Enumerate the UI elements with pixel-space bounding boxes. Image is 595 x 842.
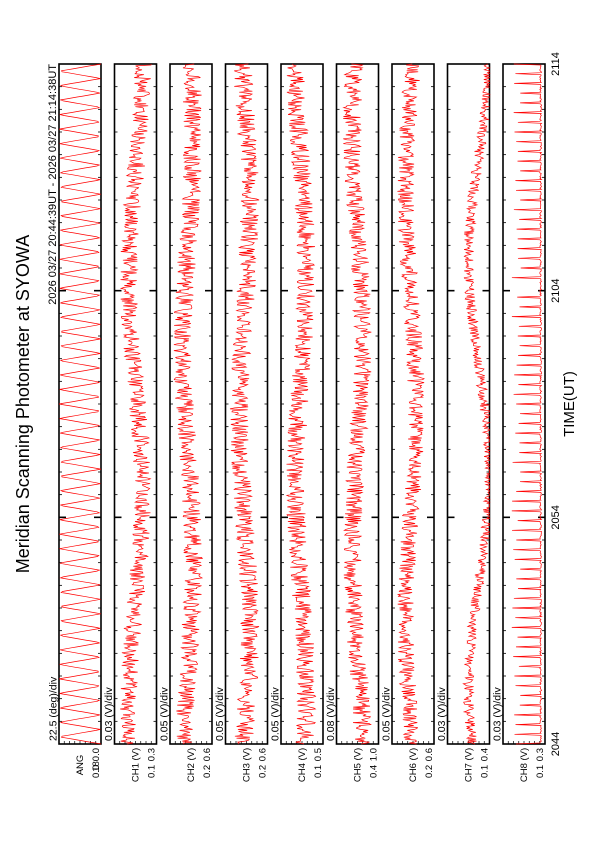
panel-frame xyxy=(224,63,269,745)
panel-top-value: 0.6 xyxy=(202,748,213,761)
series-line-1 xyxy=(58,63,102,745)
panel-bottom-value: 0.2 xyxy=(424,765,435,778)
panel-top-value: 180.0 xyxy=(91,748,102,772)
panel-9: 0.3 CH8 (V) 0.1 0.03 (V)/div xyxy=(492,63,546,782)
panel-scale-label: 0.05 (V)/div xyxy=(270,687,282,741)
panel-bottom-value: 0.2 xyxy=(202,765,213,778)
panel-channel-label: CH4 (V) xyxy=(297,748,308,782)
panel-8: 0.4 CH7 (V) 0.1 0.03 (V)/div xyxy=(436,63,491,782)
panel-3: 0.6 CH2 (V) 0.2 0.05 (V)/div xyxy=(159,63,213,782)
panel-scale-label: 0.03 (V)/div xyxy=(103,687,115,741)
panel-bottom-value: 0.1 xyxy=(313,765,324,778)
series-line-5 xyxy=(285,63,317,745)
panel-1: 180.0 ANG 0.0 22.5 (deg)/div xyxy=(48,63,102,778)
x-axis-title: TIME(UT) xyxy=(561,371,578,437)
panel-top-value: 0.3 xyxy=(147,748,158,761)
panel-scale-label: 0.03 (V)/div xyxy=(492,687,504,741)
series-line-2 xyxy=(119,63,152,745)
panel-7: 0.6 CH6 (V) 0.2 0.05 (V)/div xyxy=(381,63,435,782)
series-line-6 xyxy=(342,63,372,745)
x-tick-label: 2104 xyxy=(550,278,562,302)
panel-scale-label: 0.03 (V)/div xyxy=(436,687,448,741)
panel-scale-label: 0.08 (V)/div xyxy=(325,687,337,741)
panel-top-value: 0.3 xyxy=(535,748,546,761)
panel-channel-label: CH2 (V) xyxy=(186,748,197,782)
x-tick-label: 2044 xyxy=(550,732,562,756)
series-line-9 xyxy=(511,63,543,745)
series-line-3 xyxy=(173,63,204,745)
series-line-4 xyxy=(229,63,260,745)
panel-channel-label: CH8 (V) xyxy=(519,748,530,782)
panel-frame xyxy=(58,63,102,745)
panel-channel-label: ANG xyxy=(75,755,86,776)
panel-bottom-value: 0.1 xyxy=(147,765,158,778)
panel-channel-label: CH7 (V) xyxy=(464,748,475,782)
panel-channel-label: CH1 (V) xyxy=(131,748,142,782)
panel-top-value: 0.6 xyxy=(258,748,269,761)
panel-channel-label: CH6 (V) xyxy=(408,748,419,782)
x-tick-label: 2114 xyxy=(550,52,562,76)
panel-bottom-value: 0.4 xyxy=(369,765,380,778)
panel-bottom-value: 0.1 xyxy=(480,765,491,778)
panel-bottom-value: 0.2 xyxy=(258,765,269,778)
panel-top-value: 0.6 xyxy=(424,748,435,761)
panel-scale-label: 0.05 (V)/div xyxy=(159,687,171,741)
panel-6: 1.0 CH5 (V) 0.4 0.08 (V)/div xyxy=(325,63,380,782)
series-line-8 xyxy=(462,63,491,745)
panel-channel-label: CH5 (V) xyxy=(353,748,364,782)
panel-bottom-value: 0.0 xyxy=(91,765,102,778)
time-range-label: 2026 03/27 20:44:39UT - 2026 03/27 21:14… xyxy=(47,64,59,305)
series-line-7 xyxy=(396,63,425,745)
panel-scale-label: 0.05 (V)/div xyxy=(214,687,226,741)
panel-top-value: 0.4 xyxy=(480,748,491,761)
x-tick-label: 2054 xyxy=(550,505,562,529)
panel-top-value: 1.0 xyxy=(369,748,380,761)
panel-5: 0.5 CH4 (V) 0.1 0.05 (V)/div xyxy=(270,63,324,782)
panel-scale-label: 0.05 (V)/div xyxy=(381,687,393,741)
panel-bottom-value: 0.1 xyxy=(535,765,546,778)
panel-4: 0.6 CH3 (V) 0.2 0.05 (V)/div xyxy=(214,63,269,782)
panel-2: 0.3 CH1 (V) 0.1 0.03 (V)/div xyxy=(103,63,158,782)
chart-title: Meridian Scanning Photometer at SYOWA xyxy=(13,235,33,574)
panel-channel-label: CH3 (V) xyxy=(242,748,253,782)
panel-scale-label: 22.5 (deg)/div xyxy=(48,676,60,741)
panel-top-value: 0.5 xyxy=(313,748,324,761)
